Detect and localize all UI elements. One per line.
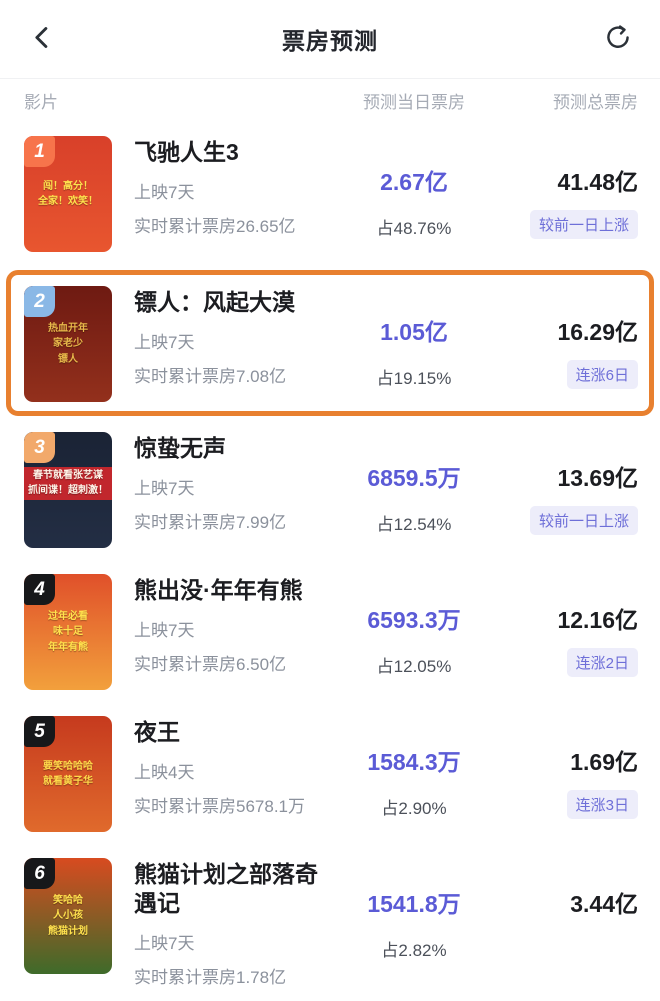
column-total: 预测总票房 [553, 93, 638, 112]
movie-poster[interactable]: 5 要笑哈哈哈 就看黄子华 [24, 716, 112, 832]
daily-share-percent: 占19.15% [376, 369, 452, 388]
predicted-total-value: 1.69亿 [570, 749, 638, 775]
movie-title[interactable]: 夜王 [134, 719, 180, 745]
predicted-daily-value: 1584.3万 [367, 749, 461, 775]
daily-share-percent: 占2.90% [381, 799, 447, 818]
rank-badge: 6 [24, 858, 55, 889]
predicted-daily-value: 2.67亿 [380, 169, 448, 195]
cumulative-box-office: 实时累计票房7.99亿 [134, 512, 287, 532]
rank-badge: 3 [24, 432, 55, 463]
trend-badge: 连涨2日 [566, 648, 638, 677]
poster-art: 要笑哈哈哈 就看黄子华 [43, 760, 93, 788]
poster-art: 笑哈哈 人小孩 熊猫计划 [48, 894, 88, 937]
trend-badge: 较前一日上涨 [529, 506, 638, 535]
predicted-daily-column: 2.67亿 占48.76% [339, 163, 489, 239]
predicted-total-column: 41.48亿 较前一日上涨 [489, 163, 644, 239]
movie-row[interactable]: 2 热血开年 家老少 镖人 镖人：风起大漠 上映7天 实时累计票房7.08亿 1.0… [6, 270, 654, 416]
movie-poster[interactable]: 1 闯！高分！ 全家！欢笑！ [24, 136, 112, 252]
predicted-daily-column: 1.05亿 占19.15% [339, 313, 489, 389]
daily-share-percent: 占2.82% [381, 941, 447, 960]
movie-row[interactable]: 6 笑哈哈 人小孩 熊猫计划 熊猫计划之部落奇遇记 上映7天 实时累计票房1.78亿… [0, 844, 660, 1000]
movie-title[interactable]: 飞驰人生3 [134, 139, 239, 165]
movie-title[interactable]: 惊蛰无声 [134, 435, 226, 461]
cumulative-box-office: 实时累计票房7.08亿 [134, 366, 287, 386]
predicted-total-column: 1.69亿 连涨3日 [489, 743, 644, 819]
movie-info: 惊蛰无声 上映7天 实时累计票房7.99亿 [134, 432, 339, 533]
movie-poster[interactable]: 2 热血开年 家老少 镖人 [24, 286, 112, 402]
cumulative-box-office: 实时累计票房5678.1万 [134, 796, 305, 816]
poster-art: 闯！高分！ 全家！欢笑！ [38, 180, 98, 208]
predicted-total-value: 41.48亿 [557, 169, 638, 195]
page-title: 票房预测 [282, 28, 378, 54]
poster-art: 春节就看张艺谋 抓间谍！超刺激！ [24, 466, 112, 500]
movie-list: 1 闯！高分！ 全家！欢笑！ 飞驰人生3 上映7天 实时累计票房26.65亿 2.… [0, 122, 660, 1000]
rank-badge: 4 [24, 574, 55, 605]
poster-art: 热血开年 家老少 镖人 [48, 322, 88, 365]
movie-row[interactable]: 1 闯！高分！ 全家！欢笑！ 飞驰人生3 上映7天 实时累计票房26.65亿 2.… [0, 122, 660, 264]
refresh-icon [604, 24, 632, 55]
predicted-total-value: 3.44亿 [570, 891, 638, 917]
predicted-total-column: 13.69亿 较前一日上涨 [489, 459, 644, 535]
daily-share-percent: 占48.76% [376, 219, 452, 238]
rank-badge: 2 [24, 286, 55, 317]
daily-share-percent: 占12.05% [376, 657, 452, 676]
cumulative-box-office: 实时累计票房6.50亿 [134, 654, 287, 674]
predicted-total-value: 12.16亿 [557, 607, 638, 633]
movie-info: 镖人：风起大漠 上映7天 实时累计票房7.08亿 [134, 286, 339, 387]
column-headers: 影片 预测当日票房 预测总票房 [0, 78, 660, 122]
trend-badge: 连涨3日 [566, 790, 638, 819]
predicted-total-column: 16.29亿 连涨6日 [489, 313, 644, 389]
movie-info: 夜王 上映4天 实时累计票房5678.1万 [134, 716, 339, 817]
back-button[interactable] [22, 19, 62, 59]
movie-title[interactable]: 熊猫计划之部落奇遇记 [134, 861, 318, 916]
predicted-total-column: 3.44亿 [489, 885, 644, 919]
movie-title[interactable]: 熊出没·年年有熊 [134, 577, 303, 603]
trend-badge: 连涨6日 [566, 360, 638, 389]
movie-info: 飞驰人生3 上映7天 实时累计票房26.65亿 [134, 136, 339, 237]
rank-badge: 5 [24, 716, 55, 747]
movie-info: 熊猫计划之部落奇遇记 上映7天 实时累计票房1.78亿 [134, 858, 339, 988]
predicted-daily-column: 6593.3万 占12.05% [339, 601, 489, 677]
movie-poster[interactable]: 3 春节就看张艺谋 抓间谍！超刺激！ [24, 432, 112, 548]
predicted-total-column: 12.16亿 连涨2日 [489, 601, 644, 677]
column-daily: 预测当日票房 [363, 93, 465, 112]
release-days: 上映4天 [134, 762, 195, 782]
app-header: 票房预测 [0, 0, 660, 78]
release-days: 上映7天 [134, 478, 195, 498]
predicted-daily-column: 6859.5万 占12.54% [339, 459, 489, 535]
predicted-daily-column: 1541.8万 占2.82% [339, 885, 489, 961]
predicted-daily-value: 6593.3万 [367, 607, 461, 633]
movie-row[interactable]: 4 过年必看 味十足 年年有熊 熊出没·年年有熊 上映7天 实时累计票房6.50亿 … [0, 560, 660, 702]
predicted-daily-value: 1.05亿 [380, 319, 448, 345]
movie-title[interactable]: 镖人：风起大漠 [134, 289, 295, 315]
movie-row[interactable]: 3 春节就看张艺谋 抓间谍！超刺激！ 惊蛰无声 上映7天 实时累计票房7.99亿 … [0, 418, 660, 560]
predicted-daily-value: 6859.5万 [367, 465, 461, 491]
poster-art: 过年必看 味十足 年年有熊 [48, 610, 88, 653]
daily-share-percent: 占12.54% [376, 515, 452, 534]
release-days: 上映7天 [134, 332, 195, 352]
release-days: 上映7天 [134, 620, 195, 640]
rank-badge: 1 [24, 136, 55, 167]
predicted-daily-column: 1584.3万 占2.90% [339, 743, 489, 819]
movie-poster[interactable]: 4 过年必看 味十足 年年有熊 [24, 574, 112, 690]
refresh-button[interactable] [598, 19, 638, 59]
chevron-left-icon [29, 24, 56, 54]
movie-row[interactable]: 5 要笑哈哈哈 就看黄子华 夜王 上映4天 实时累计票房5678.1万 1584.… [0, 702, 660, 844]
movie-info: 熊出没·年年有熊 上映7天 实时累计票房6.50亿 [134, 574, 339, 675]
trend-badge: 较前一日上涨 [529, 210, 638, 239]
release-days: 上映7天 [134, 182, 195, 202]
cumulative-box-office: 实时累计票房1.78亿 [134, 967, 287, 987]
predicted-total-value: 13.69亿 [557, 465, 638, 491]
release-days: 上映7天 [134, 933, 195, 953]
movie-poster[interactable]: 6 笑哈哈 人小孩 熊猫计划 [24, 858, 112, 974]
column-film: 影片 [24, 93, 58, 112]
cumulative-box-office: 实时累计票房26.65亿 [134, 216, 296, 236]
predicted-total-value: 16.29亿 [557, 319, 638, 345]
predicted-daily-value: 1541.8万 [367, 891, 461, 917]
